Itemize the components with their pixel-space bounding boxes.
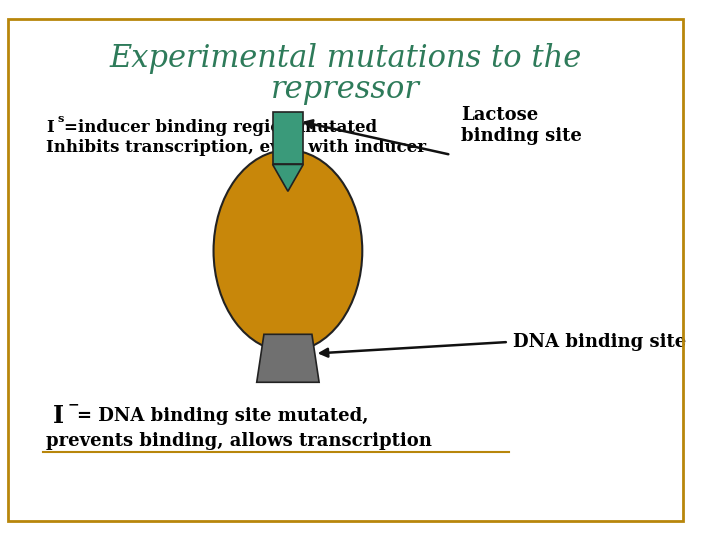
Text: = DNA binding site mutated,: = DNA binding site mutated, [77,407,368,425]
Text: −: − [67,397,78,411]
Text: Experimental mutations to the: Experimental mutations to the [109,43,582,75]
Text: I: I [53,404,64,428]
Text: =inducer binding region mutated: =inducer binding region mutated [64,119,377,137]
Text: prevents binding, allows transcription: prevents binding, allows transcription [46,432,432,450]
Polygon shape [257,334,319,382]
Text: Inhibits transcription, even with inducer: Inhibits transcription, even with induce… [46,139,426,156]
Text: Lactose
binding site: Lactose binding site [461,106,582,145]
Text: s: s [58,113,64,124]
Text: repressor: repressor [271,74,420,105]
Polygon shape [273,165,303,191]
Bar [273,112,303,165]
Ellipse shape [214,150,362,352]
Text: DNA binding site: DNA binding site [513,333,687,351]
Text: I: I [46,119,54,137]
